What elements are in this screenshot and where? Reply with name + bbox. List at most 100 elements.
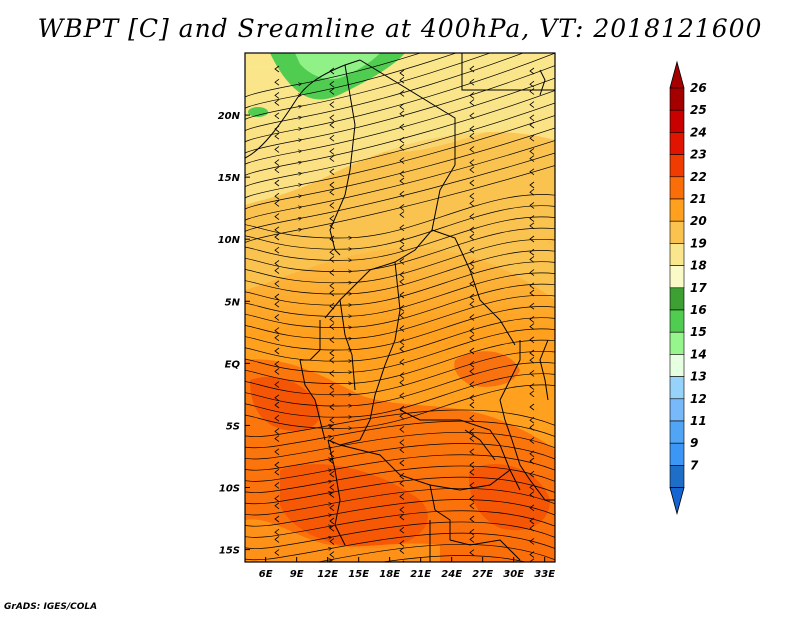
streamline-arrow	[529, 235, 535, 243]
colorbar-swatch	[669, 420, 685, 444]
streamline	[245, 77, 555, 165]
streamline	[245, 53, 524, 132]
streamline	[245, 272, 555, 317]
streamline-arrow	[529, 484, 535, 491]
streamline	[245, 53, 457, 109]
streamline-arrow	[529, 88, 535, 95]
streamline-arrow	[469, 428, 475, 435]
streamline-arrow	[399, 224, 405, 232]
streamline	[245, 409, 555, 437]
streamline-arrow	[469, 112, 475, 120]
colorbar-label: 20	[690, 214, 707, 228]
colorbar-label: 18	[690, 259, 707, 273]
streamline-arrow	[399, 157, 405, 164]
streamline-arrow	[274, 246, 280, 254]
streamline	[245, 216, 555, 261]
streamline	[245, 476, 555, 505]
streamline-arrow	[469, 146, 475, 153]
streamline-arrow	[469, 200, 475, 207]
streamline-arrow	[329, 390, 335, 398]
streamline-arrow	[529, 524, 535, 532]
streamline-arrow	[529, 289, 535, 297]
footer-credit: GrADS: IGES/COLA	[4, 602, 98, 612]
streamline-arrow	[329, 316, 335, 323]
streamline-arrow	[469, 528, 475, 536]
x-tick-label: 12E	[317, 569, 338, 580]
streamline-arrow	[529, 282, 535, 290]
streamline-arrow	[399, 103, 405, 110]
colorbar-swatch	[669, 87, 685, 111]
x-tick-label: 21E	[410, 569, 431, 580]
streamline-arrow	[274, 401, 280, 409]
streamline	[245, 295, 555, 339]
y-axis: 20N 15N 10N 5N EQ 5S 10S 15S	[218, 111, 250, 557]
streamline-arrow	[274, 314, 280, 321]
streamline-arrow	[399, 338, 405, 346]
colorbar-label: 17	[690, 281, 707, 295]
streamline-arrow	[529, 215, 535, 222]
streamline-arrow	[399, 526, 405, 534]
streamline-arrow	[399, 540, 405, 547]
streamline-arrow	[274, 132, 280, 140]
streamline	[245, 431, 555, 460]
streamline-arrow	[469, 334, 475, 342]
streamline-arrow	[274, 515, 280, 523]
colorbar-label: 19	[690, 236, 707, 250]
streamline-arrow	[329, 323, 335, 330]
colorbar-swatch	[669, 109, 685, 133]
streamline-arrow	[399, 513, 405, 521]
streamline	[245, 53, 491, 120]
streamline-arrow	[329, 101, 335, 108]
streamline-arrow	[275, 563, 279, 569]
streamline-arrow	[274, 448, 280, 456]
streamline-arrow	[529, 450, 535, 458]
streamline-arrow	[469, 461, 475, 469]
colorbar-swatch	[669, 465, 685, 488]
streamline-arrow	[275, 570, 279, 576]
streamline-arrow	[469, 468, 475, 476]
streamline-arrow	[529, 181, 535, 189]
streamline-arrow	[274, 293, 280, 301]
streamline	[245, 487, 555, 516]
streamline-arrow	[529, 349, 535, 357]
streamline	[245, 127, 555, 210]
streamline-arrow	[329, 282, 335, 290]
streamline-arrow	[469, 179, 475, 187]
streamline-arrow	[329, 134, 335, 142]
streamline-arrow	[329, 269, 335, 276]
streamline	[245, 306, 555, 350]
streamline-arrow	[274, 99, 280, 106]
colorbar-swatch	[669, 132, 685, 155]
colorbar-label: 23	[690, 148, 707, 162]
colorbar-swatch	[669, 220, 685, 244]
colorbar-swatch	[669, 243, 685, 266]
streamline	[245, 194, 555, 238]
colorbar-label: 26	[690, 81, 707, 95]
colorbar-swatch	[669, 309, 685, 333]
streamline-arrow	[529, 504, 535, 512]
streamline-arrow	[274, 428, 280, 435]
streamline-arrow	[399, 136, 405, 144]
streamline-arrow	[529, 202, 535, 209]
streamline-arrow	[399, 392, 405, 400]
colorbar: 26 25 24 23 22 21 20 19 18 17 16 15 14 13 12 11 9 7	[669, 60, 707, 516]
colorbar-top-arrow	[669, 60, 685, 89]
streamline-arrow	[529, 551, 535, 558]
streamline-arrow	[399, 358, 405, 366]
colorbar-label: 9	[690, 436, 698, 450]
streamline-arrow	[274, 347, 280, 355]
streamline-arrow	[469, 213, 475, 220]
streamline-arrow	[399, 446, 405, 454]
streamline-arrow	[529, 336, 535, 344]
streamline	[245, 373, 555, 418]
colorbar-label: 22	[690, 170, 707, 184]
streamline-arrow	[329, 215, 335, 222]
streamline-arrow	[529, 470, 535, 478]
streamline-arrow	[329, 538, 335, 545]
streamline-arrow	[274, 200, 280, 207]
streamline-arrow	[399, 345, 405, 353]
map-frame	[244, 52, 556, 563]
streamline-arrow	[329, 416, 335, 424]
x-tick-label: 18E	[379, 569, 400, 580]
